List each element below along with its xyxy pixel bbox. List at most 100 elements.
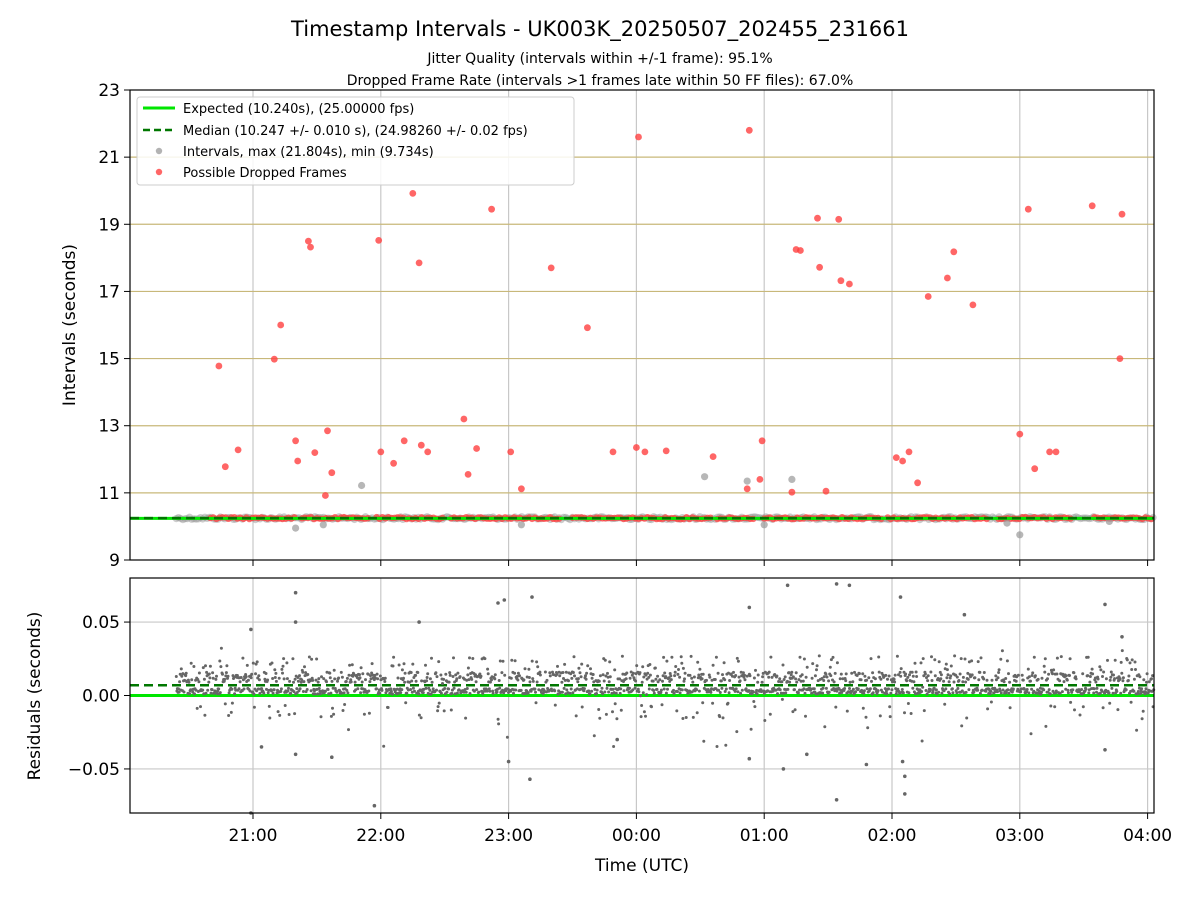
residual-point — [1151, 674, 1155, 678]
residual-point — [340, 675, 344, 679]
residual-point — [767, 675, 771, 679]
dropped-frame-point — [1031, 465, 1039, 473]
residual-point — [914, 670, 918, 674]
residual-point — [740, 688, 744, 692]
residual-point — [264, 672, 268, 675]
residual-point — [345, 676, 349, 680]
residual-point — [437, 701, 441, 705]
residual-point — [864, 762, 869, 767]
residual-point — [1086, 655, 1090, 659]
residual-point — [753, 705, 757, 709]
residual-point — [285, 677, 289, 681]
residual-point — [280, 667, 284, 671]
residual-point — [1046, 677, 1049, 681]
residual-point — [652, 689, 656, 692]
residual-point — [698, 667, 702, 671]
residual-point — [466, 666, 470, 670]
residual-point — [1101, 675, 1104, 678]
residual-point — [522, 678, 526, 682]
dropped-frame-point — [415, 259, 423, 267]
residual-point — [697, 689, 701, 693]
residual-point — [755, 692, 759, 696]
residual-point — [945, 676, 949, 680]
residual-point — [1059, 655, 1063, 659]
residual-point — [718, 691, 722, 694]
residual-point — [1048, 692, 1052, 696]
dropped-frame-point — [950, 248, 958, 256]
residual-point — [785, 583, 790, 588]
residual-point — [1108, 701, 1112, 705]
residual-point — [419, 716, 423, 720]
residual-point — [1081, 705, 1085, 709]
residual-point — [720, 686, 724, 690]
residual-point — [801, 679, 805, 683]
dropped-frame-point — [635, 133, 642, 141]
residual-point — [375, 687, 378, 691]
residual-point — [1107, 691, 1111, 695]
residual-point — [844, 679, 848, 683]
residual-point — [174, 675, 178, 678]
residual-point — [455, 677, 459, 681]
residual-point — [903, 774, 907, 779]
residual-point — [770, 675, 774, 679]
residual-point — [824, 672, 828, 676]
residual-point — [490, 678, 493, 682]
residual-point — [861, 706, 865, 710]
residual-point — [1042, 664, 1046, 668]
residual-point — [332, 712, 336, 716]
residual-point — [188, 692, 191, 696]
residual-point — [959, 657, 963, 661]
residual-point — [209, 691, 213, 695]
residual-point — [787, 671, 791, 675]
residual-point — [592, 734, 596, 738]
residual-point — [1030, 674, 1034, 677]
residual-point — [1008, 706, 1012, 710]
residual-point — [281, 671, 284, 675]
residual-point — [678, 675, 682, 679]
dropped-frame-point — [488, 205, 495, 213]
residual-point — [892, 677, 896, 681]
residual-point — [301, 690, 305, 693]
residual-point — [669, 678, 673, 682]
residual-point — [871, 691, 875, 695]
residual-point — [252, 692, 256, 696]
residual-point — [487, 687, 491, 691]
intervals-y-ticks: 9 11 13 15 17 19 21 23 — [98, 81, 130, 571]
residual-point — [576, 677, 580, 681]
residual-point — [333, 687, 337, 690]
residual-point — [611, 687, 615, 691]
residual-point — [307, 655, 311, 659]
residual-point — [736, 659, 740, 663]
residual-point — [1044, 724, 1048, 728]
residual-point — [199, 705, 202, 709]
residual-point — [843, 687, 847, 690]
residual-point — [1033, 674, 1037, 678]
residual-point — [937, 660, 941, 664]
residual-point — [1145, 680, 1148, 684]
residual-point — [1020, 673, 1024, 677]
residual-point — [611, 710, 614, 714]
residual-point — [356, 687, 360, 691]
residual-point — [301, 670, 305, 674]
residual-point — [810, 676, 814, 680]
residual-point — [695, 711, 699, 715]
residual-point — [538, 673, 542, 677]
residual-point — [829, 658, 833, 662]
residual-point — [262, 691, 266, 695]
residual-point — [642, 710, 646, 714]
residual-point — [1014, 679, 1018, 683]
residual-point — [204, 664, 207, 668]
residual-point — [982, 671, 986, 674]
residual-point — [972, 690, 976, 694]
residual-point — [370, 662, 374, 666]
residual-point — [447, 687, 451, 691]
residual-point — [383, 676, 387, 680]
residual-point — [377, 688, 381, 692]
residual-point — [1129, 700, 1133, 704]
residual-point — [919, 661, 923, 665]
residual-point — [358, 676, 362, 680]
residual-point — [1029, 732, 1033, 736]
dropped-frame-point — [788, 488, 796, 496]
dropped-frame-point — [294, 457, 302, 465]
residual-point — [705, 678, 708, 682]
